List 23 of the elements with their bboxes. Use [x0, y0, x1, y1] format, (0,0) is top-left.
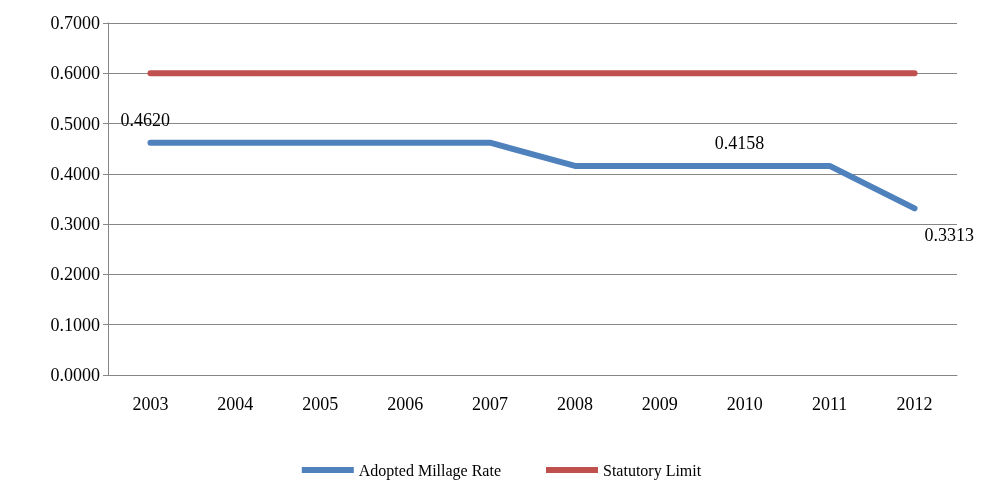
y-tick-label: 0.2000: [50, 264, 100, 285]
y-tick-label: 0.5000: [50, 113, 100, 134]
x-tick-label: 2007: [472, 394, 509, 414]
y-tick-label: 0.4000: [50, 163, 100, 184]
x-tick-label: 2004: [217, 394, 254, 414]
x-tick-label: 2009: [641, 394, 678, 414]
y-tick-label: 0.1000: [50, 314, 100, 335]
legend-label: Adopted Millage Rate: [358, 461, 501, 480]
data-label: 0.4158: [714, 132, 765, 153]
y-tick-label: 0.3000: [50, 214, 100, 235]
x-tick-label: 2003: [132, 394, 169, 414]
y-tick-label: 0.0000: [50, 365, 100, 385]
data-label: 0.4620: [120, 109, 170, 130]
x-tick-label: 2008: [556, 394, 593, 414]
y-tick-label: 0.7000: [50, 13, 100, 33]
x-tick-label: 2005: [302, 394, 339, 414]
x-tick-label: 2006: [387, 394, 424, 414]
x-tick-label: 2011: [811, 394, 848, 414]
y-tick-label: 0.6000: [50, 63, 100, 84]
legend-label: Statutory Limit: [602, 461, 702, 480]
data-label: 0.3313: [924, 225, 975, 246]
x-tick-label: 2012: [896, 394, 933, 414]
x-tick-label: 2010: [726, 394, 763, 414]
